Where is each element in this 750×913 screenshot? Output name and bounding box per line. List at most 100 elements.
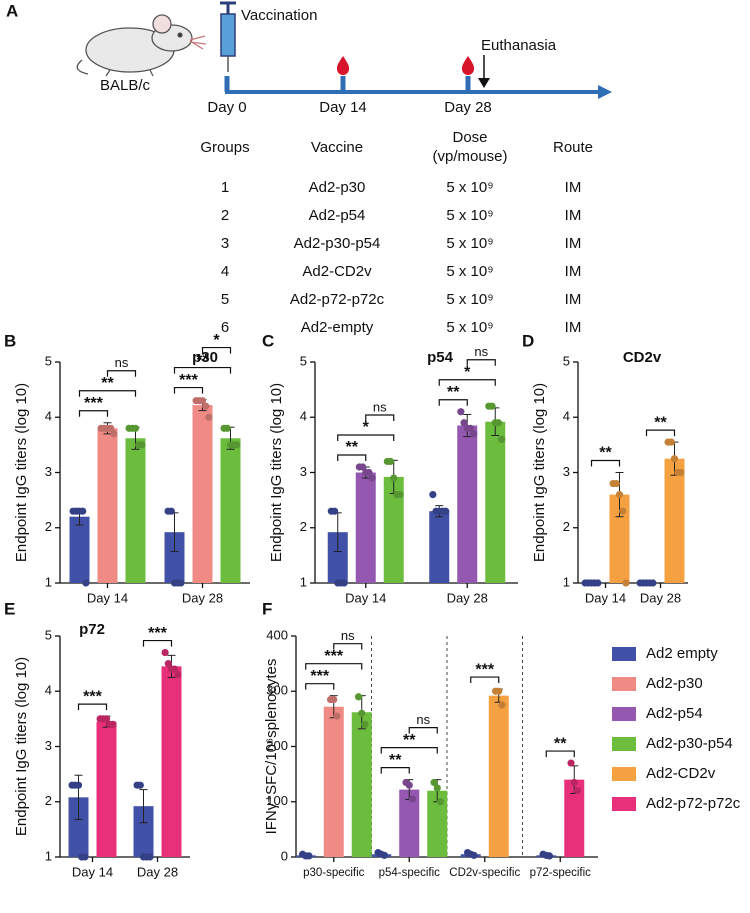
bar-chart: D CD2v Endpoint IgG titers (log 10) 1 2 3 4 5 Da… — [522, 331, 688, 605]
significance-label: ** — [389, 752, 402, 769]
data-point — [488, 402, 496, 410]
y-tick-label: 5 — [300, 353, 307, 368]
data-point — [436, 798, 445, 806]
panel-letter: F — [262, 599, 272, 618]
data-point — [330, 695, 338, 704]
table-header: Route — [553, 139, 593, 156]
data-point — [368, 474, 376, 482]
bar — [133, 806, 154, 857]
data-point — [198, 397, 207, 405]
data-point — [74, 781, 83, 789]
significance-bracket — [466, 359, 496, 366]
x-tick-label: Day 14 — [345, 590, 386, 605]
significance-bracket — [173, 366, 232, 374]
significance-label: * — [213, 332, 220, 349]
y-axis-label: Endpoint IgG titers (log 10) — [268, 383, 285, 562]
significance-label: ** — [196, 352, 209, 369]
data-point — [167, 507, 175, 515]
mouse-label: BALB/c — [100, 77, 151, 94]
data-point — [161, 648, 169, 657]
data-point — [495, 687, 503, 695]
y-axis-label: Endpoint IgG titers (log 10) — [13, 657, 30, 836]
significance-label: *** — [310, 668, 329, 685]
y-axis-label: IFNγ⁺SFC/10⁶splenocytes — [263, 659, 280, 835]
y-tick-label: 4 — [563, 409, 570, 424]
table-cell: Ad2-p30 — [309, 179, 366, 196]
data-point — [386, 457, 395, 466]
timeline-label: Day 28 — [444, 99, 492, 116]
data-point — [545, 852, 554, 860]
significance-bracket — [201, 346, 232, 354]
data-point — [233, 441, 241, 449]
y-tick-label: 5 — [45, 353, 52, 368]
data-point — [79, 507, 87, 515]
y-tick-label: 2 — [45, 519, 52, 534]
data-point — [442, 507, 450, 515]
panel-letter: B — [4, 331, 16, 350]
table-cell: 5 x 10⁹ — [446, 179, 493, 196]
significance-label: * — [363, 419, 370, 436]
chart-title: p30 — [192, 349, 218, 366]
data-point — [305, 852, 313, 860]
table-cell: 1 — [221, 179, 229, 196]
timeline-label: Day 14 — [319, 99, 367, 116]
table-cell: 5 x 10⁹ — [446, 291, 493, 308]
legend-swatch — [612, 737, 636, 751]
bar — [457, 425, 478, 583]
y-tick-label: 5 — [563, 353, 570, 368]
panel-letter: C — [262, 331, 274, 350]
data-point — [396, 491, 404, 499]
bar — [323, 706, 344, 857]
table-cell: Ad2-empty — [301, 319, 374, 336]
chart-title: CD2v — [623, 349, 662, 366]
data-point — [670, 455, 679, 463]
data-point — [358, 709, 366, 717]
data-point — [615, 491, 624, 499]
panel-a: A BALB/c Vaccination Euthanasia — [6, 1, 612, 165]
data-point — [177, 579, 185, 587]
bar — [485, 421, 506, 583]
data-point — [223, 424, 231, 432]
data-point — [429, 491, 437, 499]
table-cell: Ad2-p54 — [309, 207, 366, 224]
data-point — [573, 787, 582, 795]
legend-label: Ad2 empty — [646, 645, 718, 662]
significance-bracket — [142, 639, 173, 647]
timeline-arrow — [598, 85, 612, 99]
significance-label: * — [464, 364, 471, 381]
bar — [68, 797, 89, 857]
significance-bracket — [438, 399, 468, 406]
data-point — [433, 784, 441, 792]
panel-letter: E — [4, 599, 15, 618]
chart-title: p72 — [79, 621, 105, 638]
significance-bracket — [380, 747, 438, 754]
data-point — [110, 430, 118, 438]
euthanasia-arrowhead — [478, 78, 490, 88]
table-cell: IM — [565, 319, 582, 336]
y-tick-label: 1 — [300, 574, 307, 589]
significance-bracket — [408, 727, 438, 734]
data-point — [365, 468, 373, 477]
data-point — [408, 795, 417, 803]
y-tick-label: 1 — [563, 574, 570, 589]
data-point — [358, 463, 367, 471]
legend-swatch — [612, 647, 636, 661]
panel-letter: D — [522, 331, 534, 350]
data-point — [619, 507, 627, 515]
x-tick-label: Day 14 — [72, 864, 113, 879]
significance-bracket — [438, 379, 496, 386]
significance-label: *** — [84, 395, 103, 412]
data-point — [333, 712, 341, 720]
x-tick-label: Day 28 — [640, 590, 681, 605]
y-tick-label: 300 — [266, 683, 288, 698]
significance-label: ** — [403, 732, 416, 749]
table-cell: 4 — [221, 263, 229, 280]
table-cell: 5 x 10⁹ — [446, 263, 493, 280]
significance-bracket — [470, 676, 500, 684]
y-tick-label: 100 — [266, 793, 288, 808]
data-point — [612, 479, 620, 488]
data-point — [594, 579, 602, 587]
significance-bracket — [305, 683, 335, 690]
y-axis-label: Endpoint IgG titers (log 10) — [531, 383, 548, 562]
